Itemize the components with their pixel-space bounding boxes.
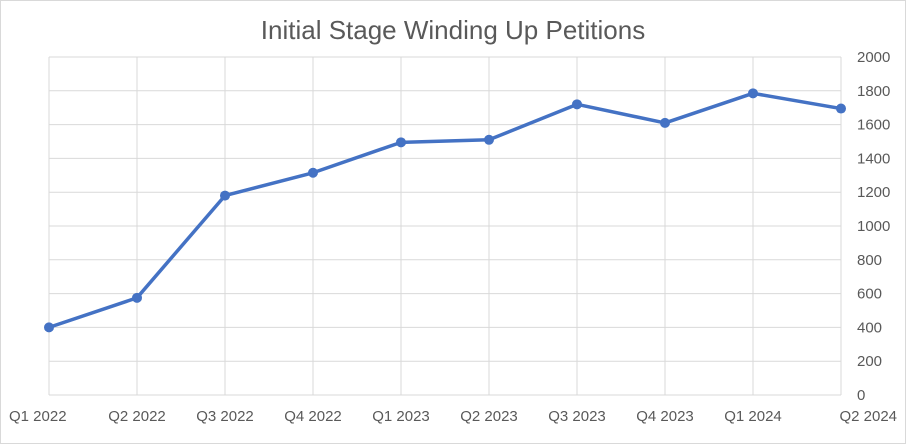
data-point (396, 137, 406, 148)
y-tick-label: 600 (857, 286, 882, 303)
y-tick-label: 1800 (857, 83, 890, 100)
y-tick-label: 2000 (857, 49, 890, 66)
data-point (44, 322, 54, 333)
x-tick-label: Q2 2022 (108, 408, 166, 425)
data-point (836, 103, 846, 114)
x-tick-label: Q3 2022 (196, 408, 254, 425)
x-tick-label: Q2 2023 (460, 408, 518, 425)
data-point (660, 117, 670, 128)
data-point (748, 88, 758, 99)
y-tick-label: 1000 (857, 218, 890, 235)
x-tick-label: Q4 2023 (636, 408, 694, 425)
data-point (572, 99, 582, 110)
x-tick-label: Q3 2023 (548, 408, 606, 425)
data-point (308, 167, 318, 178)
x-tick-label: Q1 2022 (9, 408, 67, 425)
data-point (132, 292, 142, 303)
y-tick-label: 1400 (857, 150, 890, 167)
y-tick-label: 1600 (857, 117, 890, 134)
series-line (47, 91, 843, 330)
y-tick-label: 0 (857, 387, 865, 404)
x-tick-label: Q1 2023 (372, 408, 430, 425)
x-tick-label: Q4 2022 (284, 408, 342, 425)
x-tick-label: Q2 2024 (839, 408, 897, 425)
data-point (220, 190, 230, 201)
y-tick-label: 400 (857, 319, 882, 336)
y-tick-label: 800 (857, 252, 882, 269)
chart-title: Initial Stage Winding Up Petitions (260, 15, 646, 45)
y-tick-label: 200 (857, 353, 882, 370)
data-point (484, 134, 494, 145)
x-tick-label: Q1 2024 (724, 408, 782, 425)
y-tick-label: 1200 (857, 184, 890, 201)
